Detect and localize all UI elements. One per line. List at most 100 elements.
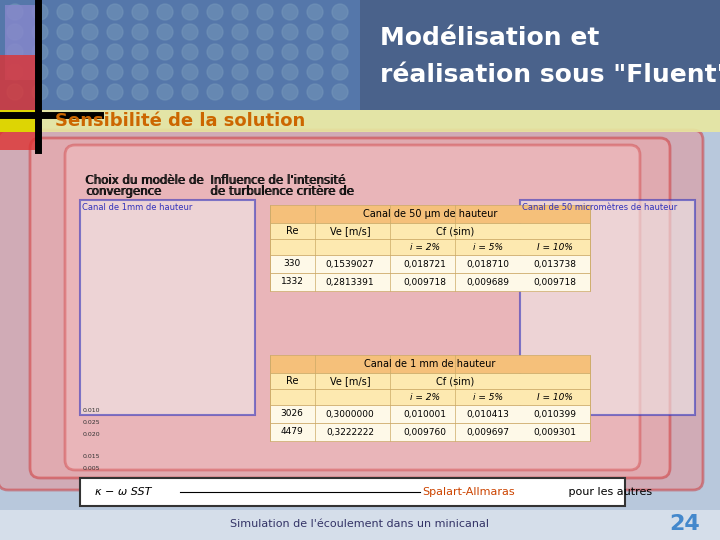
Circle shape [107,84,123,100]
Circle shape [307,44,323,60]
Text: 0,010399: 0,010399 [534,409,577,418]
Circle shape [132,4,148,20]
Circle shape [332,64,348,80]
Circle shape [257,44,273,60]
Text: I = 10%: I = 10% [537,242,573,252]
Bar [0,510,720,540]
Bar [80,200,255,415]
Circle shape [82,44,98,60]
Circle shape [232,84,248,100]
Circle shape [82,64,98,80]
Circle shape [282,44,298,60]
Circle shape [7,4,23,20]
FancyBboxPatch shape [0,130,703,490]
Circle shape [232,4,248,20]
Circle shape [257,84,273,100]
Text: de turbulence critère de: de turbulence critère de [210,185,354,198]
Circle shape [82,4,98,20]
Circle shape [257,64,273,80]
Circle shape [157,4,173,20]
Text: 0,009689: 0,009689 [467,278,510,287]
Text: i = 2%: i = 2% [410,242,440,252]
Circle shape [282,24,298,40]
Circle shape [307,24,323,40]
Bar [270,205,590,223]
Bar [0,55,38,150]
Bar [270,223,590,239]
Text: Canal de 50 µm de hauteur: Canal de 50 µm de hauteur [363,209,498,219]
Circle shape [307,64,323,80]
Text: κ − ω SST: κ − ω SST [95,487,151,497]
Bar [0,110,38,132]
Text: 0,2813391: 0,2813391 [325,278,374,287]
Circle shape [32,44,48,60]
Circle shape [132,44,148,60]
FancyBboxPatch shape [30,138,670,478]
Text: 0,3000000: 0,3000000 [325,409,374,418]
Text: Canal de 50 micromètres de hauteur: Canal de 50 micromètres de hauteur [522,203,678,212]
Bar [270,373,590,389]
Text: Spalart-Allmaras: Spalart-Allmaras [422,487,515,497]
Text: Cf (sim): Cf (sim) [436,226,474,236]
Circle shape [182,24,198,40]
Bar [520,200,695,415]
Text: 3026: 3026 [281,409,303,418]
Circle shape [7,24,23,40]
Circle shape [307,4,323,20]
Circle shape [132,64,148,80]
Circle shape [57,24,73,40]
Circle shape [182,84,198,100]
Bar [270,255,590,273]
Circle shape [107,64,123,80]
Circle shape [182,44,198,60]
Circle shape [232,24,248,40]
Circle shape [182,4,198,20]
Circle shape [57,4,73,20]
Text: 0,013738: 0,013738 [534,260,577,268]
Text: 1332: 1332 [281,278,303,287]
Text: 4479: 4479 [281,428,303,436]
Text: Influence de l'intensité: Influence de l'intensité [210,174,345,187]
Bar [0,132,720,510]
Circle shape [82,84,98,100]
Circle shape [332,44,348,60]
Circle shape [107,44,123,60]
Text: 0,010001: 0,010001 [403,409,446,418]
Text: convergence: convergence [85,185,161,198]
Text: 0,018721: 0,018721 [404,260,446,268]
Text: 0.025: 0.025 [83,420,101,424]
Text: 0.015: 0.015 [83,454,101,458]
Text: Cf (sim): Cf (sim) [436,376,474,386]
Bar [0,110,720,132]
Circle shape [57,64,73,80]
Circle shape [257,4,273,20]
Text: i = 5%: i = 5% [473,393,503,402]
Text: i = 2%: i = 2% [410,393,440,402]
Text: 0,010413: 0,010413 [467,409,510,418]
Text: Canal de 1mm de hauteur: Canal de 1mm de hauteur [82,203,192,212]
Text: 0.005: 0.005 [83,465,101,470]
Circle shape [32,64,48,80]
Bar [360,0,720,110]
Circle shape [332,84,348,100]
Text: Influence de l'intensité: Influence de l'intensité [211,174,346,187]
Text: 0,018710: 0,018710 [467,260,510,268]
Circle shape [282,64,298,80]
Text: 0,009301: 0,009301 [534,428,577,436]
Text: 0,009718: 0,009718 [403,278,446,287]
Circle shape [157,24,173,40]
Text: 0,1539027: 0,1539027 [325,260,374,268]
Text: pour les autres: pour les autres [565,487,652,497]
Circle shape [7,84,23,100]
Text: convergence: convergence [86,185,162,198]
Circle shape [32,84,48,100]
Circle shape [207,64,223,80]
Circle shape [232,44,248,60]
Circle shape [182,64,198,80]
Bar [270,423,590,441]
Circle shape [282,84,298,100]
Text: Re: Re [286,226,298,236]
Circle shape [207,44,223,60]
Circle shape [282,4,298,20]
Circle shape [332,4,348,20]
